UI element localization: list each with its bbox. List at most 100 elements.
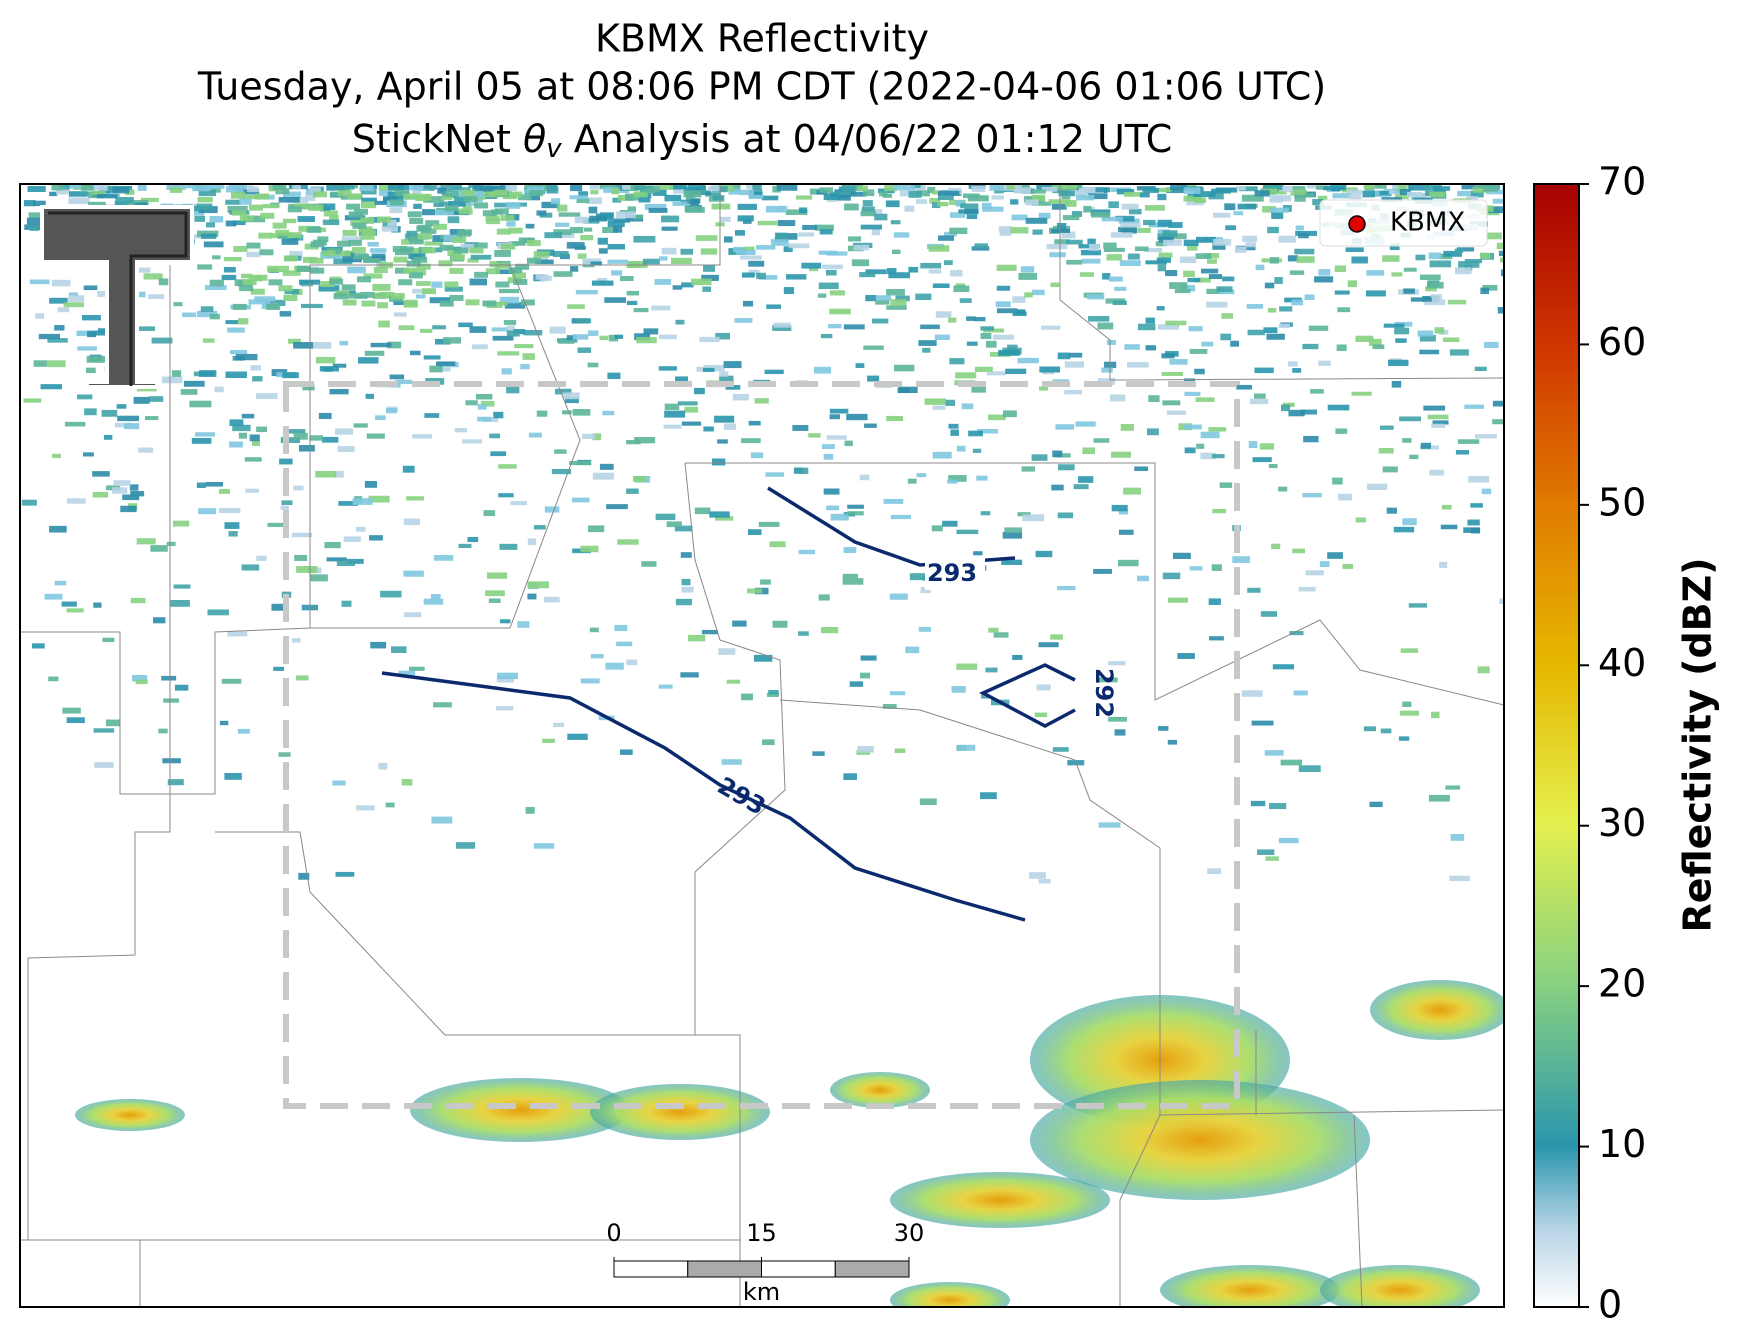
echo <box>1269 257 1279 264</box>
echo <box>373 292 393 299</box>
echo <box>1155 241 1168 247</box>
echo <box>718 648 736 655</box>
echo <box>1254 190 1270 197</box>
echo <box>661 215 680 223</box>
echo <box>681 282 694 288</box>
echo <box>680 199 697 205</box>
echo <box>1234 246 1247 253</box>
echo <box>44 593 63 600</box>
echo <box>533 251 550 258</box>
echo <box>915 199 928 204</box>
echo <box>444 205 459 212</box>
echo <box>741 272 755 278</box>
echo <box>329 278 344 285</box>
echo <box>522 353 535 360</box>
scale-segment <box>761 1260 836 1278</box>
echo <box>1161 353 1175 359</box>
echo <box>92 191 106 196</box>
echo <box>1319 561 1330 568</box>
echo <box>284 429 306 434</box>
echo <box>684 187 702 193</box>
echo <box>503 320 517 325</box>
echo <box>296 265 311 272</box>
echo <box>1116 189 1135 195</box>
echo <box>252 440 261 447</box>
echo <box>856 185 869 191</box>
echo <box>841 184 863 192</box>
echo <box>644 187 657 193</box>
echo <box>666 521 682 528</box>
echo <box>231 210 247 216</box>
echo <box>937 201 949 207</box>
echo <box>308 204 324 211</box>
echo <box>578 191 588 197</box>
echo <box>710 185 721 192</box>
echo <box>1289 270 1305 275</box>
echo <box>492 335 514 341</box>
echo <box>847 236 861 242</box>
echo <box>986 371 1006 376</box>
echo <box>446 246 461 251</box>
echo <box>51 184 63 191</box>
echo <box>1379 425 1394 430</box>
echo <box>750 452 764 459</box>
echo <box>554 449 567 454</box>
echo <box>1020 266 1035 273</box>
echo <box>955 283 966 288</box>
echo <box>1468 476 1490 483</box>
echo <box>918 626 932 632</box>
echo <box>703 367 715 372</box>
echo <box>66 498 86 504</box>
echo <box>1477 666 1490 674</box>
echo <box>180 389 198 395</box>
echo <box>1143 219 1156 226</box>
echo <box>368 216 381 223</box>
echo <box>194 215 206 222</box>
echo <box>680 248 694 255</box>
echo <box>818 250 838 255</box>
echo <box>762 739 775 746</box>
echo <box>54 325 65 331</box>
echo <box>564 396 579 404</box>
storm-echo <box>890 1172 1110 1228</box>
echo <box>823 453 834 460</box>
echo <box>499 296 520 304</box>
echo <box>797 467 809 474</box>
echo <box>240 273 253 279</box>
echo <box>205 482 223 487</box>
echo <box>93 602 102 608</box>
echo <box>224 773 242 780</box>
echo <box>937 194 954 201</box>
echo <box>844 440 853 447</box>
echo <box>919 798 937 805</box>
echo <box>783 246 793 253</box>
echo <box>723 423 736 430</box>
echo <box>1004 527 1023 534</box>
echo <box>498 301 508 306</box>
echo <box>1017 357 1039 364</box>
echo <box>483 510 496 517</box>
echo <box>1267 307 1277 313</box>
echo <box>1005 368 1027 375</box>
echo <box>377 302 388 309</box>
echo <box>460 243 476 250</box>
echo <box>988 414 1006 421</box>
echo <box>766 304 782 309</box>
echo <box>278 285 293 292</box>
echo <box>496 228 511 235</box>
echo <box>420 328 433 333</box>
echo <box>1143 247 1163 253</box>
echo <box>23 200 36 207</box>
echo <box>1298 233 1309 239</box>
echo <box>473 242 488 249</box>
echo <box>182 312 197 318</box>
echo <box>1139 192 1150 198</box>
echo <box>386 341 402 349</box>
echo <box>577 318 592 324</box>
echo <box>192 184 212 192</box>
echo <box>553 722 565 728</box>
echo <box>57 307 70 313</box>
echo <box>743 246 755 251</box>
echo <box>681 578 691 586</box>
echo <box>539 275 552 282</box>
